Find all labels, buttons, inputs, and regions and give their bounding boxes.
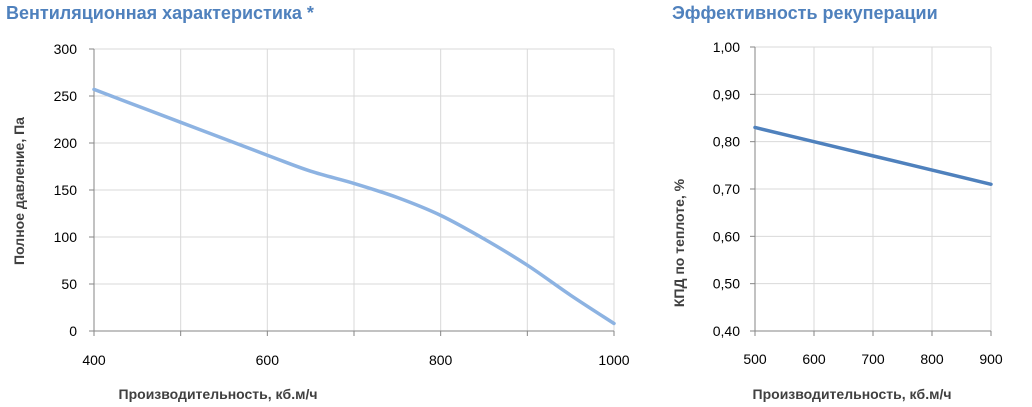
ventilation-chart-x-axis-label: Производительность, кб.м/ч	[119, 386, 318, 402]
recuperation-chart: Эффективность рекуперации 0,400,500,600,…	[671, 3, 1003, 402]
recuperation-chart-y-axis-label: КПД по теплоте, %	[671, 178, 687, 307]
recuperation-chart-x-tick-label: 600	[802, 351, 826, 367]
ventilation-chart-x-ticks: 400 600 800 1000	[82, 352, 629, 368]
recuperation-chart-x-tick-label: 700	[861, 351, 885, 367]
ventilation-chart-y-ticks: 0 50 100 150 200 250 300	[54, 41, 78, 339]
recuperation-chart-y-tick-label: 0,90	[713, 86, 740, 102]
ventilation-chart: Вентиляционная характеристика * 0 50 100 15…	[6, 3, 630, 402]
ventilation-chart-y-tick-label: 0	[69, 323, 77, 339]
recuperation-chart-series-line	[753, 125, 993, 187]
recuperation-chart-y-tick-label: 1,00	[713, 39, 740, 55]
ventilation-chart-x-tick-label: 400	[82, 352, 106, 368]
ventilation-chart-x-tick-label: 600	[256, 352, 280, 368]
ventilation-chart-y-tick-label: 300	[54, 41, 78, 57]
ventilation-chart-y-tick-label: 50	[61, 276, 77, 292]
recuperation-chart-y-tick-label: 0,60	[713, 228, 740, 244]
ventilation-chart-y-tick-label: 200	[54, 135, 78, 151]
ventilation-chart-series	[92, 87, 616, 326]
ventilation-chart-axes	[89, 48, 615, 336]
ventilation-chart-title: Вентиляционная характеристика *	[6, 3, 314, 23]
ventilation-chart-grid	[94, 48, 615, 331]
ventilation-chart-series-line	[92, 87, 616, 326]
ventilation-chart-y-tick-label: 150	[54, 182, 78, 198]
ventilation-chart-y-axis-label: Полное давление, Па	[11, 117, 27, 265]
recuperation-chart-x-axis-label: Производительность, кб.м/ч	[753, 386, 952, 402]
recuperation-chart-y-tick-label: 0,50	[713, 276, 740, 292]
ventilation-chart-y-tick-label: 250	[54, 88, 78, 104]
recuperation-chart-x-ticks: 500 600 700 800 900	[743, 351, 1003, 367]
recuperation-chart-y-tick-label: 0,70	[713, 181, 740, 197]
recuperation-chart-y-ticks: 0,40 0,50 0,60 0,70 0,80 0,90 1,00	[713, 39, 740, 339]
ventilation-chart-x-tick-label: 800	[429, 352, 453, 368]
recuperation-chart-y-tick-label: 0,40	[713, 323, 740, 339]
ventilation-chart-y-tick-label: 100	[54, 229, 78, 245]
recuperation-chart-title: Эффективность рекуперации	[672, 3, 938, 23]
recuperation-chart-x-tick-label: 800	[920, 351, 944, 367]
recuperation-chart-axes	[750, 46, 992, 336]
ventilation-chart-x-tick-label: 1000	[598, 352, 629, 368]
recuperation-chart-y-tick-label: 0,80	[713, 134, 740, 150]
recuperation-chart-x-tick-label: 500	[743, 351, 767, 367]
recuperation-chart-series	[753, 125, 993, 187]
recuperation-chart-grid	[755, 46, 992, 331]
recuperation-chart-x-tick-label: 900	[979, 351, 1003, 367]
